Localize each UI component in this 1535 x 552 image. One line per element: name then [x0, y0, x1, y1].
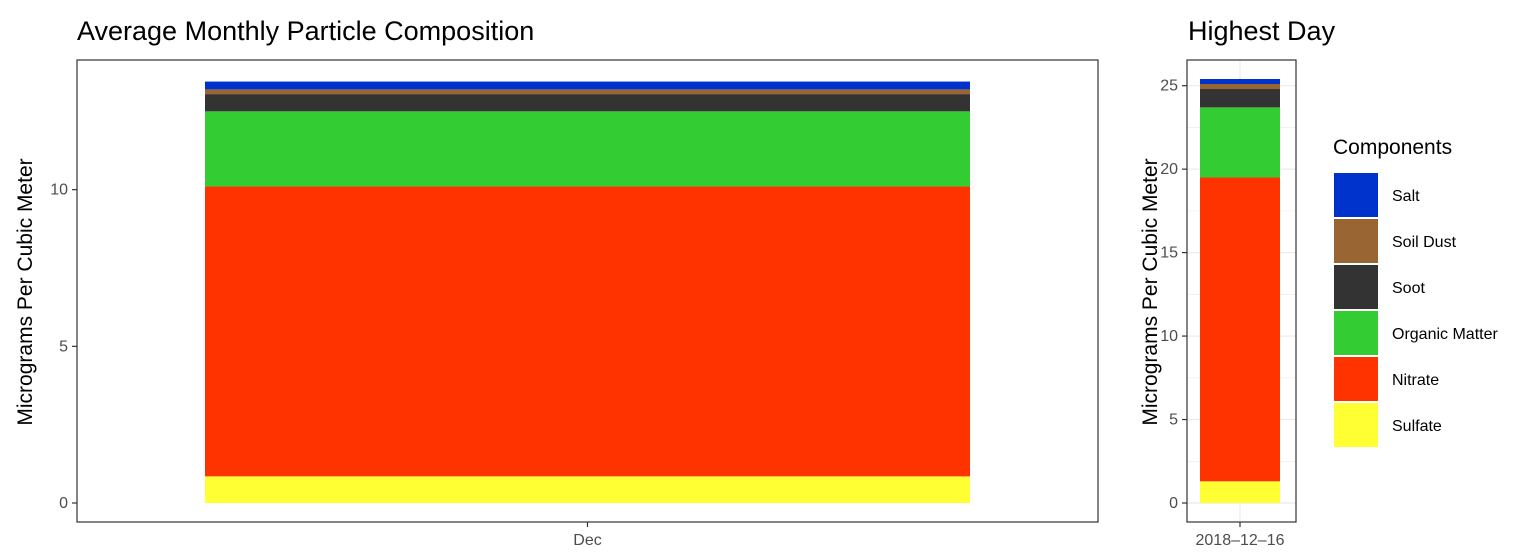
legend-swatch-soil-dust: [1334, 219, 1378, 263]
bar-segment-sulfate: [205, 476, 970, 503]
legend-swatch-salt: [1334, 173, 1378, 217]
y-tick-label: 25: [1160, 78, 1178, 95]
y-tick-label: 10: [1160, 328, 1178, 345]
bar-segment-organic-matter: [1200, 107, 1280, 178]
legend-label: Soot: [1392, 280, 1425, 297]
bar-segment-nitrate: [1200, 177, 1280, 482]
bar-stack: [205, 81, 970, 503]
y-tick-label: 0: [1169, 495, 1178, 512]
legend-label: Nitrate: [1392, 372, 1439, 389]
axes: 0 5 10 Dec: [50, 182, 602, 549]
x-tick-label: Dec: [573, 532, 601, 549]
legend-swatch-organic-matter: [1334, 311, 1378, 355]
chart-title: Average Monthly Particle Composition: [77, 16, 534, 46]
bar-segment-salt: [1200, 79, 1280, 85]
legend-swatch-sulfate: [1334, 403, 1378, 447]
axes: 0 5 10 15 20 25 2018–12–16: [1160, 78, 1284, 549]
legend: Components Salt Soil Dust Soot Organic Matt…: [1333, 136, 1498, 447]
y-axis-label: Micrograms Per Cubic Meter: [14, 158, 37, 425]
y-axis-label: Micrograms Per Cubic Meter: [1139, 158, 1162, 425]
plot-panel-border: [76, 59, 1099, 523]
legend-label: Soil Dust: [1392, 234, 1457, 251]
bar-segment-soot: [1200, 89, 1280, 108]
bar-stack: [1200, 79, 1280, 503]
legend-title: Components: [1333, 136, 1452, 159]
bar-segment-soot: [205, 94, 970, 112]
legend-label: Organic Matter: [1392, 326, 1498, 343]
y-tick-label: 5: [59, 338, 68, 355]
bar-segment-salt: [205, 81, 970, 90]
bar-segment-soil-dust: [205, 89, 970, 95]
x-tick-label: 2018–12–16: [1196, 532, 1285, 549]
y-tick-label: 15: [1160, 245, 1178, 262]
legend-swatch-soot: [1334, 265, 1378, 309]
y-tick-label: 5: [1169, 412, 1178, 429]
bar-segment-nitrate: [205, 186, 970, 477]
y-tick-label: 10: [50, 182, 68, 199]
bar-segment-sulfate: [1200, 481, 1280, 503]
chart-title: Highest Day: [1188, 16, 1336, 46]
plot-panel-border: [1186, 59, 1297, 523]
y-tick-label: 20: [1160, 161, 1178, 178]
legend-swatch-nitrate: [1334, 357, 1378, 401]
legend-label: Sulfate: [1392, 418, 1442, 435]
bar-segment-soil-dust: [1200, 84, 1280, 90]
legend-label: Salt: [1392, 188, 1420, 205]
y-tick-label: 0: [59, 495, 68, 512]
bar-segment-organic-matter: [205, 111, 970, 187]
